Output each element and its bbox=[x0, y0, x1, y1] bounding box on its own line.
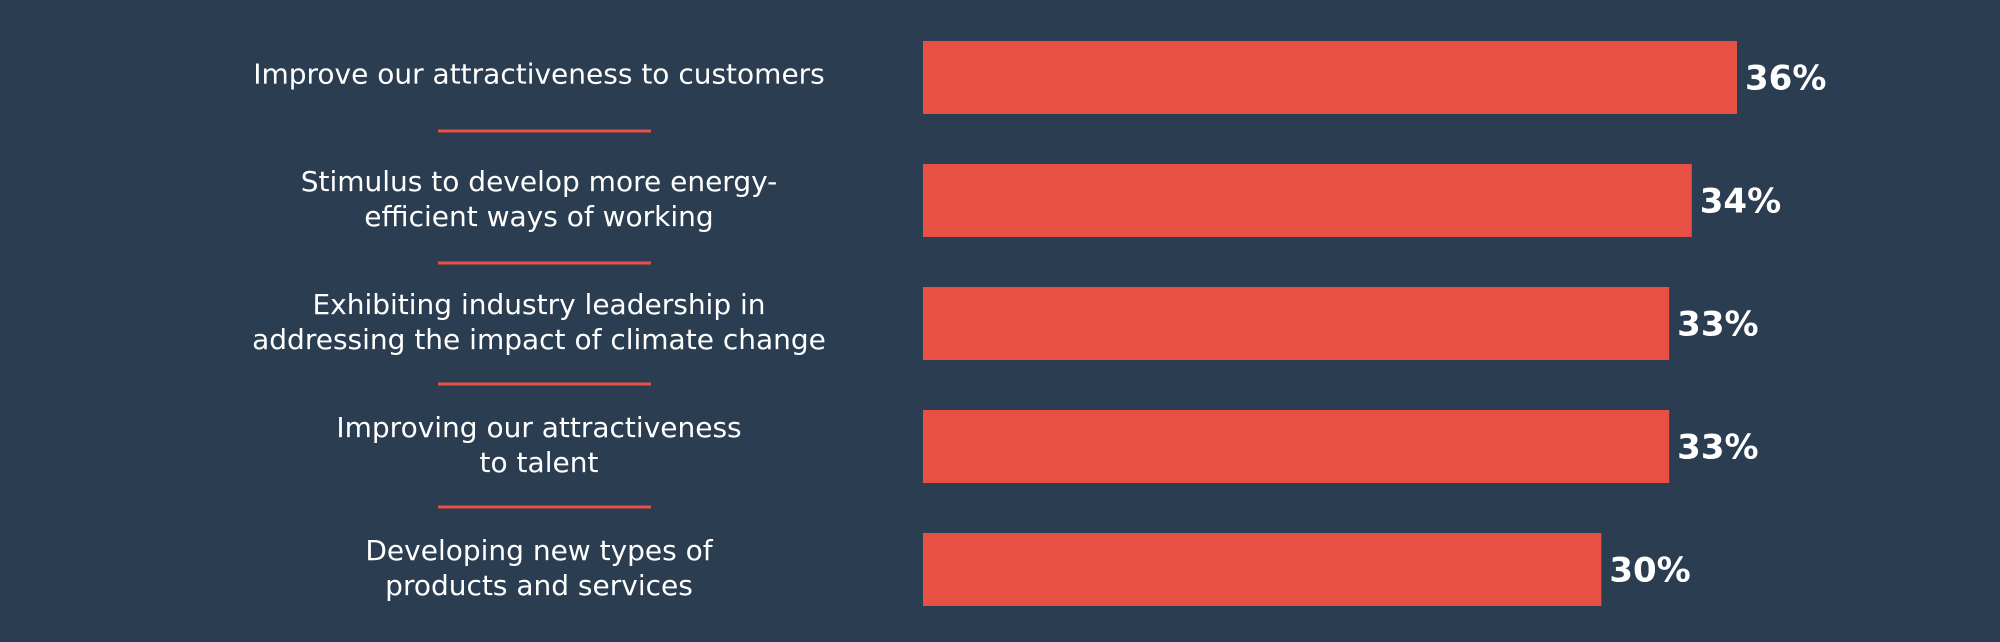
bar bbox=[923, 41, 1737, 114]
bar bbox=[923, 410, 1670, 483]
category-label-line: Improve our attractiveness to customers bbox=[253, 58, 825, 91]
category-label-line: Stimulus to develop more energy- bbox=[301, 165, 778, 198]
category-label-line: Improving our attractiveness bbox=[336, 411, 741, 444]
category-label: Exhibiting industry leadership in address… bbox=[252, 288, 826, 356]
bar bbox=[923, 287, 1670, 360]
value-label: 33% bbox=[1677, 305, 1758, 345]
category-label-line: products and services bbox=[385, 569, 693, 602]
category-label-line: efficient ways of working bbox=[364, 200, 713, 233]
bar bbox=[923, 164, 1692, 237]
category-label: Improve our attractiveness to customers bbox=[253, 58, 825, 91]
category-label: Developing new types of products and serv… bbox=[365, 534, 713, 602]
value-label: 33% bbox=[1677, 428, 1758, 468]
value-label: 34% bbox=[1700, 182, 1781, 222]
category-label-line: addressing the impact of climate change bbox=[252, 323, 826, 356]
category-label: Improving our attractiveness to talent bbox=[336, 411, 741, 479]
category-label-line: Exhibiting industry leadership in bbox=[312, 288, 765, 321]
category-label: Stimulus to develop more energy-efficien… bbox=[301, 165, 778, 233]
value-label: 30% bbox=[1609, 551, 1690, 591]
category-label-line: to talent bbox=[480, 446, 599, 479]
value-label: 36% bbox=[1745, 59, 1826, 99]
bar bbox=[923, 533, 1602, 606]
category-label-line: Developing new types of bbox=[365, 534, 713, 567]
